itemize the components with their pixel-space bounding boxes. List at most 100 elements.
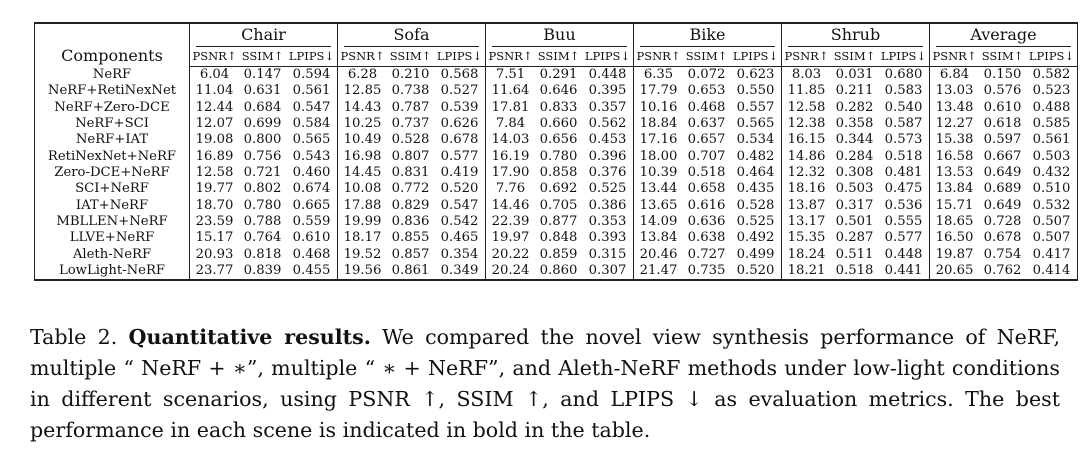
metric-value: 14.09 bbox=[633, 214, 683, 231]
table-row: Aleth-NeRF 20.93 0.818 0.468 19.52 0.857 0.354… bbox=[34, 246, 1078, 264]
metric-value: 0.547 bbox=[286, 99, 338, 117]
metric-value: 0.503 bbox=[1026, 148, 1078, 166]
metric-value: 10.25 bbox=[337, 116, 387, 133]
metric-value: 0.308 bbox=[835, 165, 874, 181]
metric-value: 0.829 bbox=[391, 197, 430, 213]
metric-header: LPIPS↓ bbox=[1026, 47, 1078, 67]
metric-value: 23.59 bbox=[189, 214, 239, 231]
metric-value: 0.638 bbox=[687, 230, 726, 246]
metric-value: 0.518 bbox=[687, 165, 726, 181]
metric-header: SSIM↑ bbox=[535, 47, 582, 67]
metric-value: 0.855 bbox=[391, 230, 430, 246]
method-name: IAT+NeRF bbox=[34, 197, 190, 215]
metric-value: 0.860 bbox=[535, 263, 582, 282]
results-table: Components Chair Sofa Buu Bike Shrub Ave… bbox=[34, 22, 1078, 282]
metric-value: 19.99 bbox=[337, 214, 387, 231]
metric-value: 0.618 bbox=[983, 116, 1022, 132]
metric-value: 0.565 bbox=[730, 116, 782, 133]
metric-value: 19.77 bbox=[189, 181, 239, 198]
method-name: NeRF+SCI bbox=[34, 116, 190, 133]
metric-value: 0.507 bbox=[1026, 214, 1078, 231]
metric-value: 16.98 bbox=[337, 148, 387, 166]
metric-value: 0.520 bbox=[434, 181, 486, 198]
metric-value: 0.653 bbox=[687, 83, 726, 99]
metric-value: 0.561 bbox=[1026, 132, 1078, 149]
scene-header: Bike bbox=[633, 22, 782, 47]
metric-value: 22.39 bbox=[485, 214, 535, 231]
metric-value: 0.354 bbox=[434, 246, 486, 264]
metric-value: 0.636 bbox=[687, 214, 726, 230]
metric-value: 13.84 bbox=[633, 230, 683, 247]
metric-value: 0.780 bbox=[243, 197, 282, 213]
metric-value: 0.414 bbox=[1026, 263, 1078, 282]
metric-value: 0.147 bbox=[243, 67, 282, 82]
metric-value: 0.448 bbox=[582, 66, 634, 84]
metric-value: 19.08 bbox=[189, 132, 239, 149]
metric-value: 0.597 bbox=[983, 132, 1022, 148]
metric-value: 8.03 bbox=[781, 66, 831, 84]
metric-value: 11.04 bbox=[189, 83, 239, 100]
metric-value: 0.859 bbox=[539, 246, 578, 262]
table-row: NeRF+IAT 19.08 0.800 0.565 10.49 0.528 0.678 14… bbox=[34, 132, 1078, 149]
metric-value: 14.86 bbox=[781, 148, 831, 166]
metric-header: SSIM↑ bbox=[979, 47, 1026, 67]
metric-header: LPIPS↓ bbox=[286, 47, 338, 67]
metric-value: 0.836 bbox=[391, 214, 430, 230]
metric-value: 0.455 bbox=[286, 263, 338, 282]
metric-header: SSIM↑ bbox=[387, 47, 434, 67]
metric-value: 15.71 bbox=[929, 197, 979, 215]
metric-value: 0.577 bbox=[434, 148, 486, 166]
metric-value: 0.772 bbox=[391, 181, 430, 197]
metric-value: 10.49 bbox=[337, 132, 387, 149]
metric-value: 19.56 bbox=[337, 263, 387, 282]
metric-value: 0.649 bbox=[983, 165, 1022, 181]
metric-value: 0.395 bbox=[582, 83, 634, 100]
table-row: NeRF 6.04 0.147 0.594 6.28 0.210 0.568 7.51 0.29… bbox=[34, 66, 1078, 84]
metric-value: 0.557 bbox=[730, 99, 782, 117]
metric-value: 0.358 bbox=[835, 116, 874, 132]
metric-value: 0.585 bbox=[1026, 116, 1078, 133]
method-name: NeRF+RetiNexNet bbox=[34, 83, 190, 100]
metric-header: PSNR↑ bbox=[337, 47, 387, 67]
metric-value: 0.857 bbox=[391, 246, 430, 262]
metric-header: PSNR↑ bbox=[633, 47, 683, 67]
metric-value: 12.85 bbox=[337, 83, 387, 100]
metric-value: 0.357 bbox=[582, 99, 634, 117]
metric-value: 0.315 bbox=[582, 246, 634, 264]
metric-value: 0.626 bbox=[434, 116, 486, 133]
scene-header: Chair bbox=[189, 22, 338, 47]
metric-value: 7.76 bbox=[485, 181, 535, 198]
method-name: Aleth-NeRF bbox=[34, 246, 190, 264]
metric-value: 0.684 bbox=[243, 99, 282, 115]
metric-value: 0.727 bbox=[687, 246, 726, 262]
method-name: NeRF+IAT bbox=[34, 132, 190, 149]
metric-value: 13.53 bbox=[929, 165, 979, 182]
metric-value: 14.03 bbox=[485, 132, 535, 149]
metric-value: 0.568 bbox=[434, 66, 486, 84]
table-caption: Table 2. Quantitative results. We compar… bbox=[30, 322, 1060, 446]
metric-value: 10.08 bbox=[337, 181, 387, 198]
metric-value: 18.65 bbox=[929, 214, 979, 231]
metric-value: 0.317 bbox=[835, 197, 874, 213]
metric-value: 0.858 bbox=[539, 165, 578, 181]
metric-header: PSNR↑ bbox=[485, 47, 535, 67]
metric-value: 0.528 bbox=[730, 197, 782, 215]
metric-value: 0.525 bbox=[730, 214, 782, 231]
metric-value: 13.65 bbox=[633, 197, 683, 215]
metric-value: 0.728 bbox=[983, 214, 1022, 230]
metric-value: 0.787 bbox=[391, 99, 430, 115]
metric-value: 0.877 bbox=[539, 214, 578, 230]
metric-value: 0.705 bbox=[539, 197, 578, 213]
metric-value: 12.58 bbox=[781, 99, 831, 117]
metric-value: 0.699 bbox=[243, 116, 282, 132]
scene-header: Sofa bbox=[337, 22, 486, 47]
metric-value: 0.689 bbox=[983, 181, 1022, 197]
metric-value: 20.24 bbox=[485, 263, 535, 282]
metric-header-row: PSNR↑ SSIM↑ LPIPS↓ PSNR↑ SSIM↑ LPIPS↓ PSNR↑ SSI… bbox=[35, 47, 1078, 67]
metric-value: 12.07 bbox=[189, 116, 239, 133]
metric-value: 13.44 bbox=[633, 181, 683, 198]
metric-value: 0.353 bbox=[582, 214, 634, 231]
metric-value: 20.46 bbox=[633, 246, 683, 264]
metric-value: 17.79 bbox=[633, 83, 683, 100]
table-row: IAT+NeRF 18.70 0.780 0.665 17.88 0.829 0.547 14… bbox=[34, 197, 1078, 215]
